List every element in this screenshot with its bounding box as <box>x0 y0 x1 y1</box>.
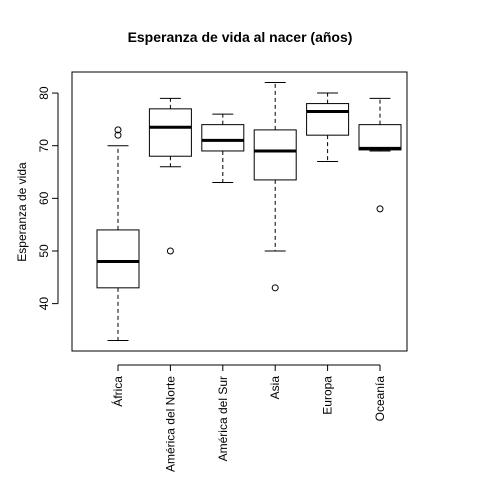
box-5 <box>358 97 402 213</box>
x-tick-label-2: América del Sur <box>216 376 230 461</box>
x-tick-label-1: América del Norte <box>163 376 177 472</box>
box-2 <box>201 113 245 184</box>
x-tick-label-5: Oceanía <box>373 376 387 422</box>
x-tick-label-0: África <box>110 376 125 407</box>
outlier-point <box>114 131 122 139</box>
outlier-point <box>114 126 122 134</box>
plot-frame <box>71 71 408 352</box>
x-tick-label-4: Europa <box>321 376 335 415</box>
y-tick-label-80: 80 <box>37 86 51 100</box>
box-4 <box>306 92 350 162</box>
y-tick-label-60: 60 <box>37 191 51 205</box>
box-iqr <box>306 103 350 136</box>
box-3 <box>253 82 297 292</box>
box-iqr <box>253 129 297 181</box>
box-iqr <box>96 229 140 289</box>
x-tick-label-3: Asia <box>268 376 282 400</box>
chart-title: Esperanza de vida al nacer (años) <box>128 29 353 45</box>
y-tick-label-50: 50 <box>37 244 51 258</box>
y-axis-label: Esperanza de vida <box>15 162 29 262</box>
y-tick-label-40: 40 <box>37 297 51 311</box>
y-axis: 40 50 60 70 80 <box>37 86 59 311</box>
y-tick-label-70: 70 <box>37 139 51 153</box>
outlier-point <box>166 247 174 255</box>
outlier-point <box>271 284 279 292</box>
box-0 <box>96 126 140 341</box>
x-axis: África América del Norte América del Sur As… <box>110 364 387 472</box>
box-1 <box>148 97 192 255</box>
boxes-group <box>96 82 402 341</box>
box-iqr <box>201 124 245 152</box>
box-iqr <box>148 108 192 157</box>
box-iqr <box>358 124 402 151</box>
outlier-point <box>376 205 384 213</box>
